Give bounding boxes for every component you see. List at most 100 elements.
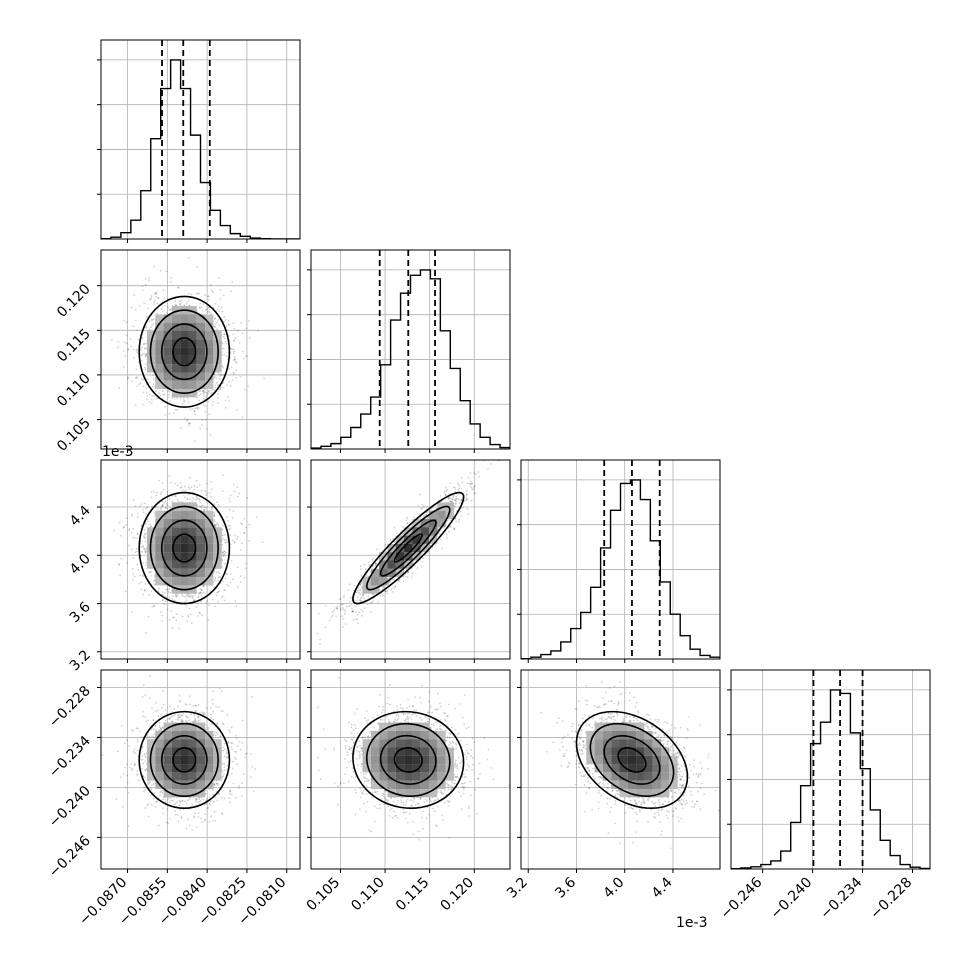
- scatter-point: [181, 593, 183, 596]
- scatter-point: [459, 510, 462, 513]
- scatter-point: [207, 618, 210, 621]
- scatter-point: [189, 476, 192, 479]
- scatter-point: [145, 325, 147, 328]
- scatter-point: [239, 575, 242, 577]
- scatter-point: [213, 317, 216, 320]
- scatter-point: [131, 579, 134, 581]
- scatter-point: [458, 502, 461, 504]
- scatter-point: [193, 410, 196, 412]
- scatter-point: [444, 494, 447, 497]
- scatter-point: [227, 396, 229, 399]
- scatter-point: [214, 579, 216, 582]
- scatter-point: [224, 340, 227, 343]
- scatter-point: [205, 482, 208, 485]
- scatter-point: [368, 564, 371, 566]
- scatter-point: [152, 374, 154, 377]
- density-cell: [196, 560, 206, 569]
- scatter-point: [161, 614, 163, 617]
- scatter-point: [151, 324, 154, 327]
- scatter-point: [232, 372, 235, 374]
- scatter-point: [223, 550, 226, 553]
- scatter-point: [341, 603, 344, 606]
- scatter-point: [222, 347, 225, 350]
- scatter-point: [389, 539, 392, 541]
- scatter-point: [144, 513, 147, 515]
- scatter-point: [141, 360, 143, 362]
- scatter-point: [216, 328, 219, 331]
- scatter-point: [170, 280, 173, 283]
- scatter-point: [189, 422, 192, 425]
- scatter-point: [184, 601, 187, 603]
- density-cell: [163, 355, 172, 365]
- scatter-point: [236, 408, 239, 411]
- scatter-point: [157, 297, 160, 300]
- scatter-point: [148, 571, 151, 574]
- density-cell: [155, 330, 164, 340]
- scatter-point: [218, 324, 221, 327]
- scatter-point: [168, 587, 171, 590]
- scatter-point: [119, 574, 122, 577]
- scatter-point: [167, 591, 170, 594]
- scatter-point: [150, 574, 153, 577]
- scatter-point: [164, 592, 166, 594]
- density-cell: [163, 568, 172, 578]
- scatter-point: [154, 506, 157, 509]
- scatter-point: [469, 480, 472, 483]
- scatter-point: [143, 548, 145, 550]
- scatter-point: [193, 440, 196, 443]
- scatter-point: [233, 541, 236, 544]
- scatter-point: [139, 505, 141, 508]
- scatter-point: [216, 591, 219, 594]
- scatter-point: [187, 400, 190, 403]
- scatter-point: [231, 379, 234, 381]
- scatter-point: [339, 597, 342, 600]
- scatter-point: [145, 353, 147, 355]
- scatter-point: [124, 590, 127, 593]
- scatter-point: [222, 551, 224, 554]
- scatter-point: [245, 355, 247, 358]
- scatter-point: [226, 573, 228, 576]
- scatter-point: [191, 500, 194, 503]
- scatter-point: [363, 607, 366, 609]
- scatter-point: [450, 525, 452, 528]
- scatter-point: [132, 557, 135, 559]
- scatter-point: [223, 589, 225, 592]
- scatter-point: [221, 489, 224, 492]
- scatter-point: [359, 589, 361, 592]
- scatter-point: [202, 397, 205, 400]
- scatter-point: [186, 420, 188, 423]
- scatter-point: [125, 321, 128, 324]
- density-cell: [171, 527, 181, 536]
- density-cell: [205, 330, 214, 340]
- scatter-point: [202, 389, 205, 392]
- scatter-point: [248, 523, 251, 526]
- scatter-point: [233, 490, 236, 493]
- scatter-point: [156, 302, 159, 305]
- scatter-point: [208, 306, 210, 309]
- scatter-point: [346, 605, 348, 608]
- scatter-point: [242, 350, 244, 353]
- scatter-point: [144, 277, 147, 280]
- density-cell: [146, 527, 156, 536]
- density-cell: [205, 380, 214, 390]
- scatter-point: [229, 527, 231, 530]
- scatter-point: [181, 615, 184, 618]
- scatter-point: [339, 607, 342, 610]
- density-cell: [205, 372, 214, 381]
- scatter-point: [235, 360, 237, 363]
- scatter-point: [177, 594, 179, 597]
- scatter-point: [165, 503, 168, 506]
- scatter-point: [153, 265, 155, 268]
- scatter-point: [143, 502, 146, 505]
- scatter-point: [127, 348, 129, 351]
- density-cell: [188, 502, 197, 511]
- scatter-point: [166, 504, 169, 507]
- scatter-point: [465, 499, 468, 502]
- scatter-point: [160, 619, 163, 622]
- density-cell: [171, 502, 181, 511]
- scatter-point: [196, 406, 199, 409]
- scatter-point: [470, 486, 473, 489]
- scatter-point: [144, 284, 147, 286]
- density-cell: [180, 380, 189, 390]
